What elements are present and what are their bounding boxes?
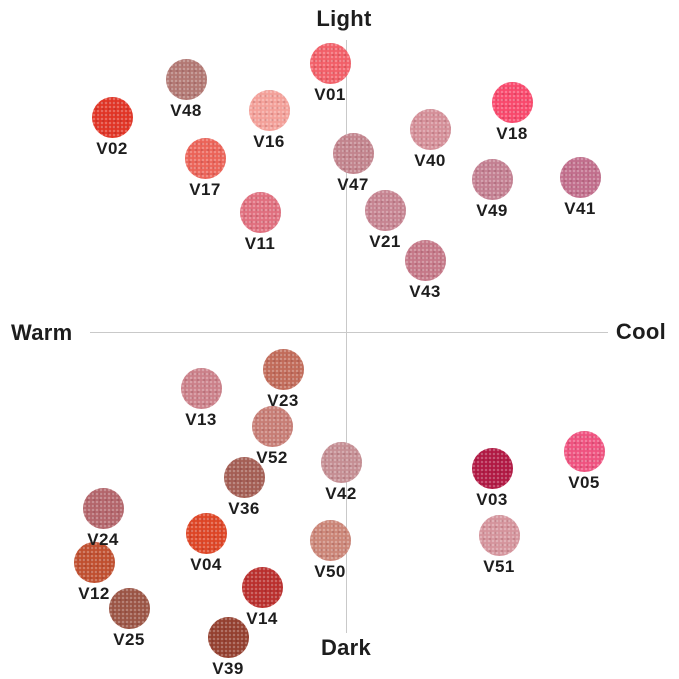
swatch-dot-v39 [207, 616, 249, 658]
swatch-v39: V39 [207, 616, 249, 678]
swatch-dot-v52 [251, 405, 293, 447]
swatch-v40: V40 [409, 108, 451, 170]
vertical-axis-line [346, 40, 347, 633]
swatch-dot-v41 [559, 156, 601, 198]
swatch-label-v02: V02 [96, 138, 128, 158]
swatch-dot-v50 [309, 519, 351, 561]
axis-label-cool: Cool [615, 319, 666, 344]
swatch-label-v48: V48 [170, 100, 202, 120]
swatch-label-v43: V43 [409, 281, 441, 301]
swatch-dot-v13 [180, 367, 222, 409]
swatch-dot-v47 [332, 132, 374, 174]
swatch-v14: V14 [241, 566, 283, 628]
swatch-v48: V48 [165, 58, 207, 120]
swatch-label-v13: V13 [185, 409, 217, 429]
swatch-v16: V16 [248, 89, 290, 151]
swatch-label-v42: V42 [325, 483, 357, 503]
swatch-label-v23: V23 [267, 390, 299, 410]
swatch-dot-v11 [239, 191, 281, 233]
axis-label-warm: Warm [11, 320, 73, 345]
swatch-label-v52: V52 [256, 447, 288, 467]
swatch-label-v40: V40 [414, 150, 446, 170]
swatch-label-v24: V24 [87, 529, 119, 549]
swatch-label-v03: V03 [476, 489, 508, 509]
swatch-v49: V49 [471, 158, 513, 220]
swatch-v05: V05 [563, 430, 605, 492]
swatch-label-v51: V51 [483, 556, 515, 576]
horizontal-axis-line [90, 332, 608, 333]
swatch-dot-v24 [82, 487, 124, 529]
swatch-v43: V43 [404, 239, 446, 301]
swatch-v24: V24 [82, 487, 124, 549]
swatch-dot-v42 [320, 441, 362, 483]
swatch-dot-v23 [262, 348, 304, 390]
swatch-label-v49: V49 [476, 200, 508, 220]
swatch-dot-v18 [491, 81, 533, 123]
swatch-label-v50: V50 [314, 561, 346, 581]
swatch-dot-v40 [409, 108, 451, 150]
swatch-label-v36: V36 [228, 498, 260, 518]
swatch-label-v18: V18 [496, 123, 528, 143]
swatch-dot-v51 [478, 514, 520, 556]
swatch-label-v39: V39 [212, 658, 244, 678]
swatch-label-v47: V47 [337, 174, 369, 194]
swatch-v51: V51 [478, 514, 520, 576]
swatch-v03: V03 [471, 447, 513, 509]
swatch-dot-v49 [471, 158, 513, 200]
swatch-v36: V36 [223, 456, 265, 518]
swatch-label-v16: V16 [253, 131, 285, 151]
swatch-dot-v36 [223, 456, 265, 498]
swatch-dot-v12 [73, 541, 115, 583]
swatch-v52: V52 [251, 405, 293, 467]
swatch-v01: V01 [309, 42, 351, 104]
swatch-v42: V42 [320, 441, 362, 503]
swatch-v18: V18 [491, 81, 533, 143]
swatch-dot-v43 [404, 239, 446, 281]
swatch-label-v11: V11 [244, 233, 276, 253]
swatch-v25: V25 [108, 587, 150, 649]
swatch-v11: V11 [239, 191, 281, 253]
swatch-dot-v03 [471, 447, 513, 489]
swatch-dot-v17 [184, 137, 226, 179]
swatch-v47: V47 [332, 132, 374, 194]
swatch-dot-v16 [248, 89, 290, 131]
swatch-v23: V23 [262, 348, 304, 410]
swatch-dot-v04 [185, 512, 227, 554]
swatch-v13: V13 [180, 367, 222, 429]
swatch-label-v41: V41 [564, 198, 596, 218]
swatch-v41: V41 [559, 156, 601, 218]
swatch-label-v21: V21 [369, 231, 401, 251]
swatch-label-v17: V17 [189, 179, 221, 199]
swatch-dot-v21 [364, 189, 406, 231]
swatch-v12: V12 [73, 541, 115, 603]
swatch-label-v25: V25 [113, 629, 145, 649]
swatch-dot-v14 [241, 566, 283, 608]
swatch-dot-v05 [563, 430, 605, 472]
swatch-dot-v48 [165, 58, 207, 100]
swatch-dot-v25 [108, 587, 150, 629]
swatch-label-v14: V14 [246, 608, 278, 628]
swatch-v17: V17 [184, 137, 226, 199]
swatch-v04: V04 [185, 512, 227, 574]
swatch-v21: V21 [364, 189, 406, 251]
swatch-dot-v02 [91, 96, 133, 138]
swatch-label-v04: V04 [190, 554, 222, 574]
swatch-label-v12: V12 [78, 583, 110, 603]
swatch-v50: V50 [309, 519, 351, 581]
swatch-v02: V02 [91, 96, 133, 158]
swatch-label-v01: V01 [314, 84, 346, 104]
swatch-label-v05: V05 [568, 472, 600, 492]
axis-label-light: Light [316, 6, 372, 31]
swatch-dot-v01 [309, 42, 351, 84]
axis-label-dark: Dark [320, 635, 372, 660]
